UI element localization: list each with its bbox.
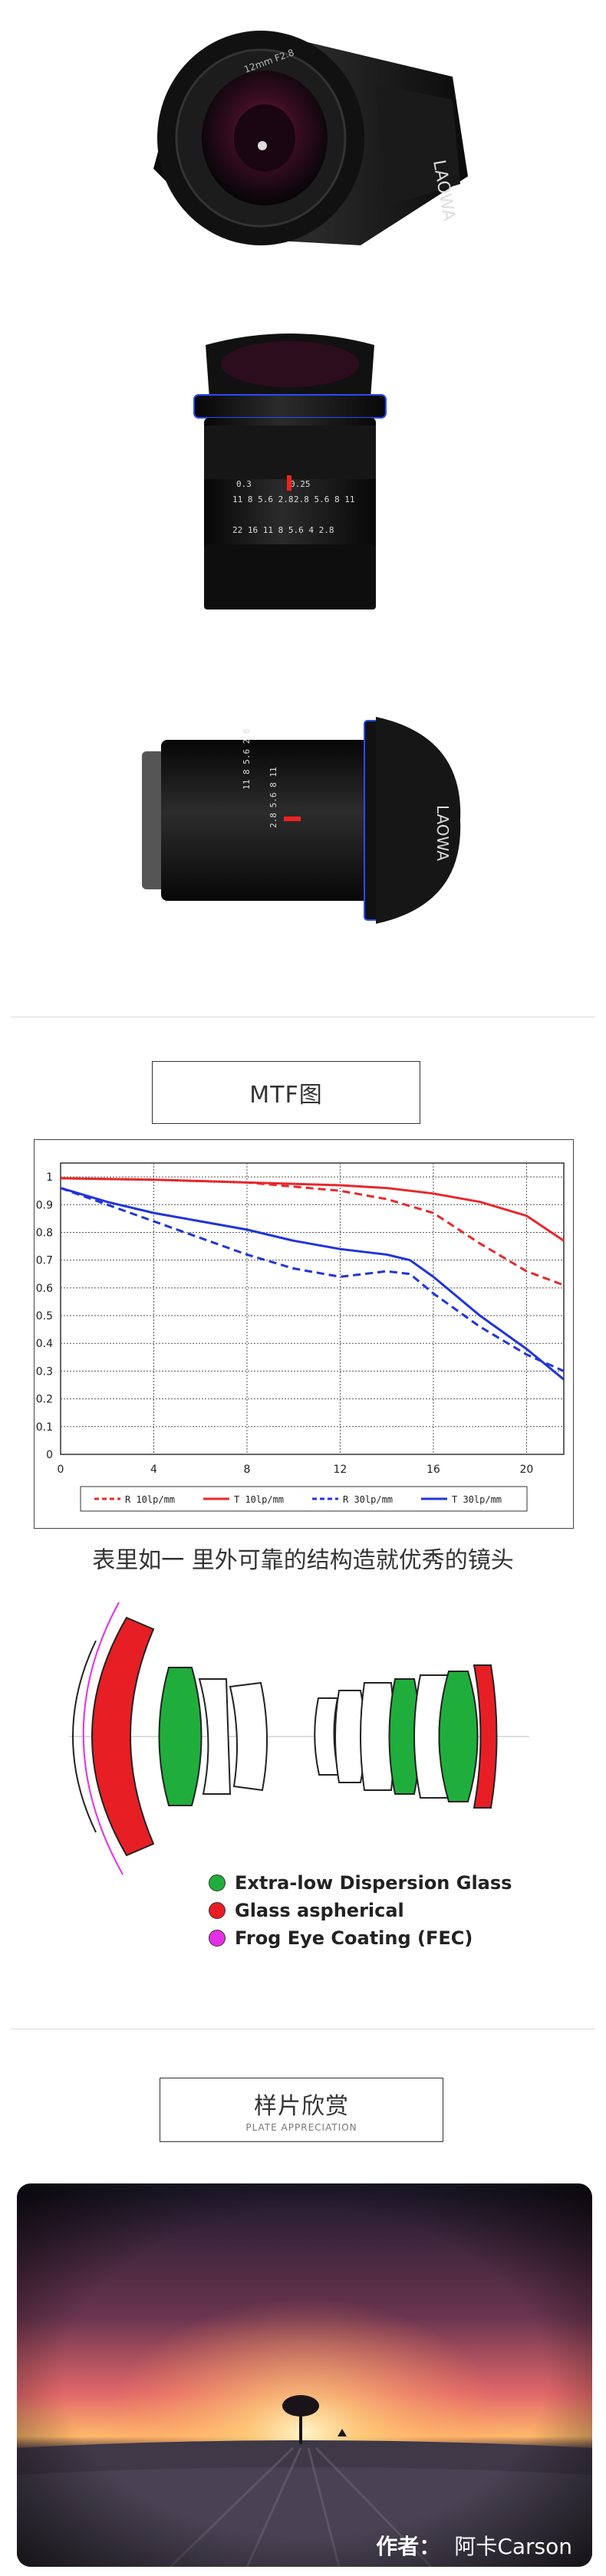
fec-coating-element bbox=[82, 1602, 124, 1875]
svg-text:11 8 5.6 2.8: 11 8 5.6 2.8 bbox=[232, 495, 293, 504]
samples-title: 样片欣赏 bbox=[254, 2093, 349, 2120]
legend-label-3: T 30lp/mm bbox=[452, 1494, 502, 1505]
x-tick-label: 20 bbox=[519, 1464, 533, 1476]
legend-fec-label: Frog Eye Coating (FEC) bbox=[235, 1927, 473, 1949]
x-tick-label: 16 bbox=[427, 1464, 440, 1476]
y-tick-label: 0.9 bbox=[36, 1199, 53, 1211]
sunset-landscape-image bbox=[17, 2183, 592, 2567]
ed-glass-element-1 bbox=[158, 1667, 203, 1806]
legend-fec: Frog Eye Coating (FEC) bbox=[209, 1927, 473, 1949]
series-line-2 bbox=[60, 1187, 565, 1372]
magenta-dot-icon bbox=[209, 1930, 226, 1947]
series-line-1 bbox=[60, 1177, 565, 1242]
aspherical-front-element bbox=[91, 1616, 155, 1857]
plot-area bbox=[60, 1162, 565, 1455]
credit-label: 作者： bbox=[376, 2534, 441, 2559]
x-tick-label: 4 bbox=[150, 1464, 157, 1476]
y-tick-label: 0.8 bbox=[36, 1227, 53, 1239]
svg-text:22 16 11 8 5.6 4 2.8: 22 16 11 8 5.6 4 2.8 bbox=[232, 525, 334, 535]
y-tick-label: 0.4 bbox=[36, 1338, 53, 1350]
chart-legend-box bbox=[80, 1486, 528, 1512]
green-dot-icon bbox=[209, 1875, 226, 1891]
credit-name: 阿卡Carson bbox=[454, 2534, 572, 2559]
red-dot-icon bbox=[209, 1902, 226, 1919]
y-tick-label: 0.3 bbox=[36, 1365, 53, 1378]
sample-photo: 作者： 阿卡Carson bbox=[17, 2183, 592, 2567]
samples-title-box: 样片欣赏 PLATE APPRECIATION bbox=[160, 2078, 443, 2142]
mtf-title: MTF图 bbox=[249, 1082, 323, 1109]
lens-photo-horizontal: 11 8 5.6 2.8 2.8 5.6 8 11 LAOWA bbox=[142, 717, 461, 924]
lens-photo-side: 0.3 0.25 11 8 5.6 2.8 2.8 5.6 8 11 22 16 1… bbox=[193, 334, 387, 610]
mtf-chart: 0 0.1 0.2 0.3 0.4 0.5 0.6 0.7 0.8 0.9 1 0 4 8 12 16 20 R … bbox=[36, 1162, 565, 1512]
lens-brand-mark-2: LAOWA bbox=[433, 805, 452, 861]
y-tick-label: 0.1 bbox=[36, 1421, 53, 1434]
legend-aspherical-label: Glass aspherical bbox=[235, 1900, 404, 1921]
y-tick-label: 0 bbox=[46, 1449, 53, 1461]
svg-text:2.8 5.6 8 11: 2.8 5.6 8 11 bbox=[268, 767, 278, 828]
lens-photo-front: LAOWA 12mm F2.8 bbox=[153, 31, 468, 245]
samples-subtitle: PLATE APPRECIATION bbox=[245, 2122, 357, 2133]
svg-text:2.8 5.6 8 11: 2.8 5.6 8 11 bbox=[294, 495, 354, 504]
series-line-3 bbox=[60, 1187, 565, 1381]
y-tick-label: 0.5 bbox=[36, 1310, 53, 1322]
legend-ed-label: Extra-low Dispersion Glass bbox=[235, 1872, 512, 1894]
optics-headline: 表里如一 里外可靠的结构造就优秀的镜头 bbox=[92, 1547, 514, 1574]
svg-text:0.25: 0.25 bbox=[290, 479, 311, 489]
x-tick-label: 8 bbox=[244, 1464, 251, 1476]
svg-text:11 8 5.6 2.8: 11 8 5.6 2.8 bbox=[242, 729, 252, 790]
y-tick-label: 0.2 bbox=[36, 1394, 53, 1406]
legend-ed-glass: Extra-low Dispersion Glass bbox=[209, 1872, 512, 1894]
ed-glass-element-3 bbox=[438, 1671, 479, 1802]
photo-credit: 作者： 阿卡Carson bbox=[376, 2530, 572, 2561]
y-tick-label: 1 bbox=[46, 1171, 53, 1184]
y-tick-label: 0.6 bbox=[36, 1283, 53, 1295]
optical-diagram bbox=[69, 1602, 529, 1875]
legend-label-1: T 10lp/mm bbox=[234, 1494, 284, 1505]
legend-label-2: R 30lp/mm bbox=[343, 1494, 393, 1505]
legend-aspherical: Glass aspherical bbox=[209, 1900, 404, 1921]
x-tick-label: 12 bbox=[334, 1464, 347, 1476]
mtf-title-box: MTF图 bbox=[152, 1061, 420, 1124]
legend-label-0: R 10lp/mm bbox=[125, 1494, 175, 1505]
svg-text:0.3: 0.3 bbox=[236, 479, 252, 489]
mtf-chart-frame: 0 0.1 0.2 0.3 0.4 0.5 0.6 0.7 0.8 0.9 1 0 4 8 12 16 20 R … bbox=[34, 1139, 574, 1529]
x-tick-label: 0 bbox=[58, 1464, 64, 1476]
aspherical-rear-element bbox=[473, 1664, 498, 1809]
y-tick-label: 0.7 bbox=[36, 1255, 53, 1267]
